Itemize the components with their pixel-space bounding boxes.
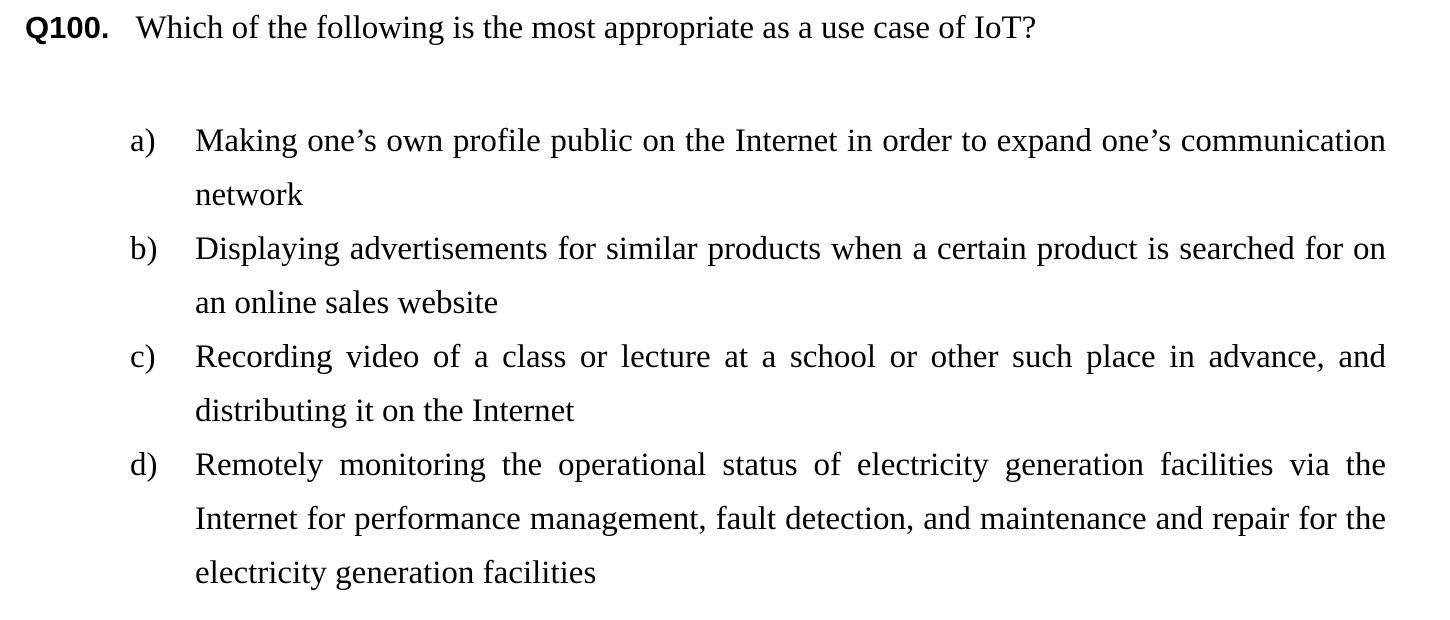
answer-options-list: a) Making one’s own profile public on th… [130,114,1386,600]
option-letter: c) [130,339,156,375]
answer-option-b: b) Displaying advertisements for similar… [130,222,1386,330]
option-letter: a) [130,123,156,159]
question-text: Which of the following is the most appro… [135,10,1037,46]
question-number: Q100. [25,10,110,45]
option-text: Making one’s own profile public on the I… [195,123,1386,213]
answer-option-c: c) Recording video of a class or lecture… [130,330,1386,438]
question-header: Q100. Which of the following is the most… [25,10,1425,60]
option-text: Recording video of a class or lecture at… [195,339,1386,429]
option-text: Displaying advertisements for similar pr… [195,231,1386,321]
option-text: Remotely monitoring the operational stat… [195,447,1386,591]
option-letter: d) [130,447,158,483]
answer-option-a: a) Making one’s own profile public on th… [130,114,1386,222]
option-letter: b) [130,231,158,267]
answer-option-d: d) Remotely monitoring the operational s… [130,438,1386,600]
